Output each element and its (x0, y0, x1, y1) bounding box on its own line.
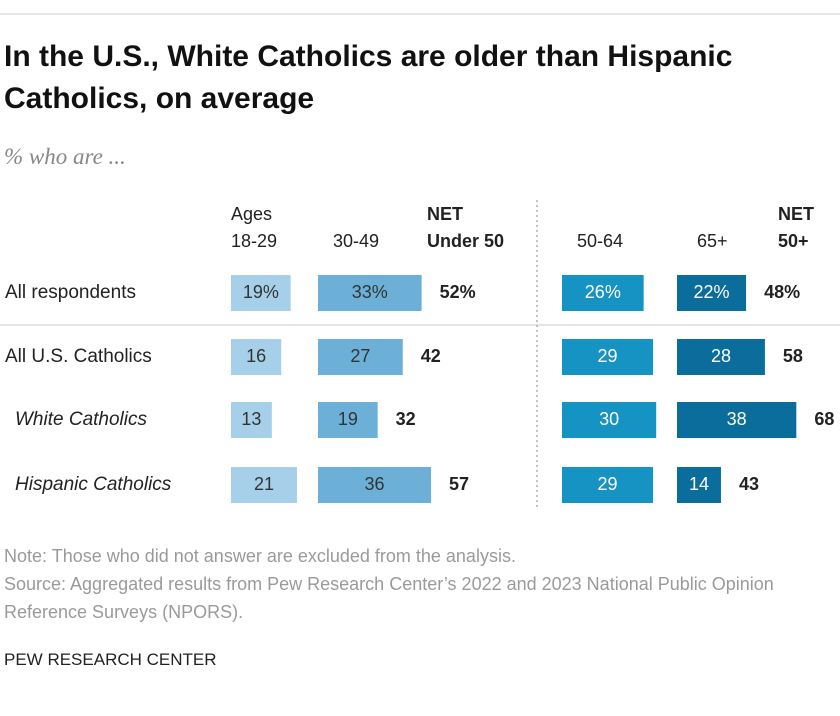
credit: PEW RESEARCH CENTER (4, 650, 217, 669)
row-label: Hispanic Catholics (15, 474, 172, 495)
bar (562, 402, 657, 438)
bar (231, 402, 272, 438)
value-label: 38 (727, 409, 747, 429)
bar (677, 275, 747, 311)
column-header: Ages (231, 204, 272, 224)
bar (677, 402, 797, 438)
value-label: 21 (254, 474, 274, 494)
net-value: 42 (421, 346, 441, 366)
bar (318, 275, 422, 311)
bar (231, 275, 291, 311)
bar (677, 339, 765, 375)
row-label: All U.S. Catholics (5, 346, 152, 367)
value-label: 14 (689, 474, 709, 494)
bar (677, 467, 721, 503)
row-label: White Catholics (15, 409, 147, 430)
net-value: 48% (764, 282, 800, 302)
column-header: 50+ (778, 231, 809, 251)
column-header: NET (427, 204, 463, 224)
net-value: 68 (814, 409, 834, 429)
net-value: 52% (440, 282, 476, 302)
column-header: 65+ (697, 231, 728, 251)
value-label: 29 (598, 346, 618, 366)
value-label: 27 (350, 346, 370, 366)
value-label: 13 (241, 409, 261, 429)
net-value: 32 (396, 409, 416, 429)
chart-title: In the U.S., White Catholics are older t… (4, 40, 733, 115)
bar (562, 275, 644, 311)
column-header: NET (778, 204, 814, 224)
value-label: 28 (711, 346, 731, 366)
value-label: 16 (246, 346, 266, 366)
column-header: 30-49 (333, 231, 379, 251)
column-header: 18-29 (231, 231, 277, 251)
subtitle: % who are ... (4, 144, 126, 169)
net-value: 43 (739, 474, 759, 494)
bar (318, 402, 378, 438)
net-value: 57 (449, 474, 469, 494)
bar (562, 339, 654, 375)
bar (231, 339, 282, 375)
value-label: 36 (365, 474, 385, 494)
source: Source: Aggregated results from Pew Rese… (4, 574, 774, 622)
value-label: 26% (585, 282, 621, 302)
column-header: 50-64 (577, 231, 623, 251)
value-label: 19 (338, 409, 358, 429)
row-label: All respondents (5, 282, 136, 303)
notes: Note: Those who did not answer are exclu… (4, 542, 834, 626)
bar (562, 467, 654, 503)
bar (318, 339, 403, 375)
value-label: 30 (599, 409, 619, 429)
value-label: 22% (694, 282, 730, 302)
net-value: 58 (783, 346, 803, 366)
value-label: 29 (598, 474, 618, 494)
bar (318, 467, 432, 503)
value-label: 19% (243, 282, 279, 302)
value-label: 33% (352, 282, 388, 302)
column-header: Under 50 (427, 231, 504, 251)
bar (231, 467, 297, 503)
note: Note: Those who did not answer are exclu… (4, 546, 516, 566)
